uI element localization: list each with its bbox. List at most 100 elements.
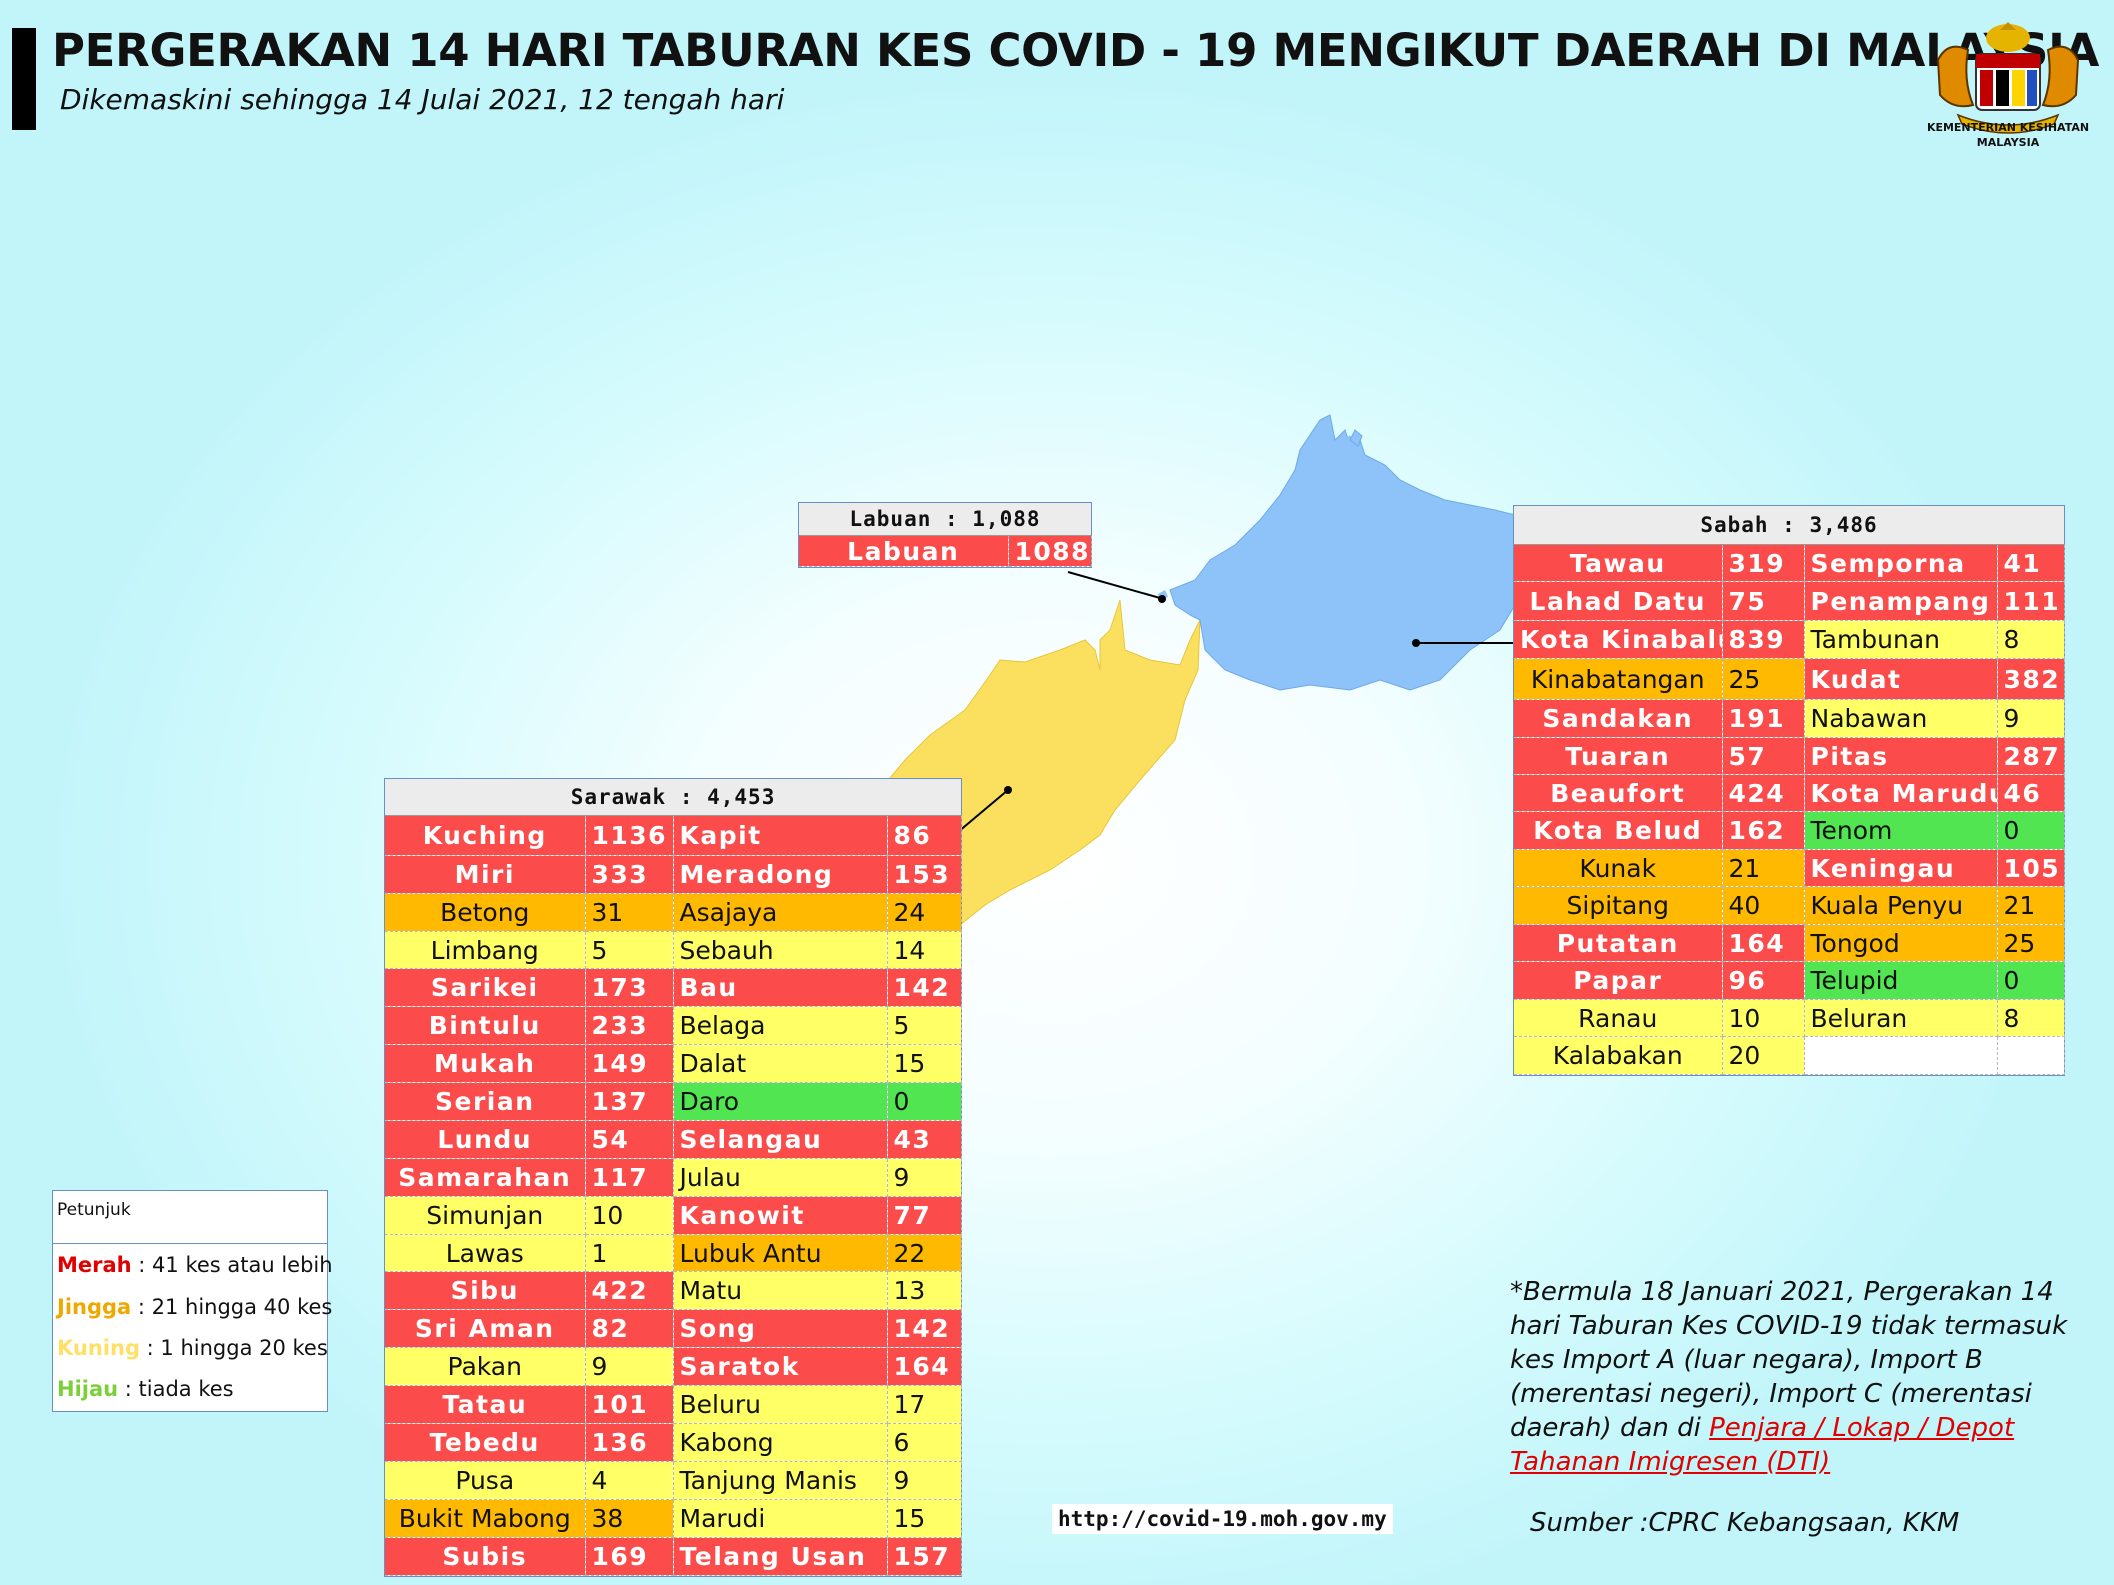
district-name: Labuan	[799, 535, 1009, 567]
table-row: Sarikei 173 Bau 142	[385, 968, 962, 1007]
table-row: Sipitang 40 Kuala Penyu 21	[1514, 886, 2065, 925]
district-name: Nabawan	[1804, 699, 1998, 738]
district-cases: 77	[887, 1196, 962, 1235]
district-name: Semporna	[1804, 544, 1998, 582]
district-cases: 21	[1722, 849, 1805, 887]
district-name: Sarikei	[385, 968, 586, 1007]
district-cases: 333	[585, 855, 674, 894]
district-name: Penampang	[1804, 581, 1998, 621]
legend-item-jingga: Jingga : 21 hingga 40 kes	[57, 1295, 333, 1319]
district-name: Putatan	[1514, 924, 1723, 962]
district-name: Tongod	[1804, 924, 1998, 962]
table-row: Beaufort 424 Kota Marudu 46	[1514, 774, 2065, 812]
district-cases: 17	[887, 1385, 962, 1424]
district-cases: 424	[1722, 774, 1805, 812]
district-cases: 169	[585, 1537, 674, 1576]
district-cases: 8	[1997, 999, 2065, 1037]
district-name: Pusa	[385, 1461, 586, 1500]
district-cases: 75	[1722, 581, 1805, 621]
district-cases: 25	[1997, 924, 2065, 962]
sabah-map-region	[1169, 414, 1519, 691]
district-cases: 142	[887, 1309, 962, 1348]
footnote-dti-link[interactable]: Penjara / Lokap / Depot Tahanan Imigrese…	[1510, 1413, 2015, 1477]
district-cases: 105	[1997, 849, 2065, 887]
district-name: Song	[673, 1309, 888, 1348]
table-row: Miri 333 Meradong 153	[385, 855, 962, 894]
district-name: Beaufort	[1514, 774, 1723, 812]
table-row: Tawau 319 Semporna 41	[1514, 544, 2065, 582]
district-name: Kabong	[673, 1423, 888, 1462]
district-name: Sibu	[385, 1271, 586, 1310]
district-name: Mukah	[385, 1044, 586, 1083]
title-accent-bar	[12, 28, 36, 130]
district-cases: 40	[1722, 886, 1805, 925]
district-cases: 0	[1997, 961, 2065, 1000]
table-row: Bintulu 233 Belaga 5	[385, 1006, 962, 1045]
district-name: Tanjung Manis	[673, 1461, 888, 1500]
district-cases: 43	[887, 1120, 962, 1159]
legend-item-hijau: Hijau : tiada kes	[57, 1377, 234, 1401]
district-cases: 0	[1997, 811, 2065, 850]
district-name: Meradong	[673, 855, 888, 894]
district-name: Serian	[385, 1082, 586, 1121]
district-name: Tuaran	[1514, 737, 1723, 775]
table-row: Ranau 10 Beluran 8	[1514, 999, 2065, 1037]
district-cases: 4	[585, 1461, 674, 1500]
district-name: Ranau	[1514, 999, 1723, 1037]
district-cases: 153	[887, 855, 962, 894]
district-name: Bukit Mabong	[385, 1499, 586, 1538]
district-cases: 15	[887, 1044, 962, 1083]
district-name: Kuala Penyu	[1804, 886, 1998, 925]
table-row: Putatan 164 Tongod 25	[1514, 924, 2065, 962]
table-row: Bukit Mabong 38 Marudi 15	[385, 1499, 962, 1538]
district-cases: 9	[585, 1347, 674, 1386]
district-name: Julau	[673, 1158, 888, 1197]
coat-of-arms-logo	[1936, 22, 2080, 134]
legend-box: Petunjuk Merah : 41 kes atau lebih Jingg…	[52, 1190, 333, 1412]
district-name: Miri	[385, 855, 586, 894]
sarawak-leader-line	[957, 789, 1009, 833]
district-cases: 191	[1722, 699, 1805, 738]
district-name: Kanowit	[673, 1196, 888, 1235]
district-cases: 287	[1997, 737, 2065, 775]
district-name: Asajaya	[673, 893, 888, 932]
table-row: Sibu 422 Matu 13	[385, 1271, 962, 1310]
district-cases: 10	[585, 1196, 674, 1235]
table-row: Kuching 1136 Kapit 86	[385, 815, 962, 856]
district-cases: 162	[1722, 811, 1805, 850]
district-name: Lundu	[385, 1120, 586, 1159]
district-name: Papar	[1514, 961, 1723, 1000]
district-name: Kunak	[1514, 849, 1723, 887]
district-cases: 142	[887, 968, 962, 1007]
district-name: Simunjan	[385, 1196, 586, 1235]
table-row: Tebedu 136 Kabong 6	[385, 1423, 962, 1462]
district-cases: 96	[1722, 961, 1805, 1000]
district-name: Lawas	[385, 1234, 586, 1272]
district-cases: 839	[1722, 620, 1805, 659]
district-name: Lahad Datu	[1514, 581, 1723, 621]
table-row: Sri Aman 82 Song 142	[385, 1309, 962, 1348]
district-name: Subis	[385, 1537, 586, 1576]
district-cases: 136	[585, 1423, 674, 1462]
district-cases: 22	[887, 1234, 962, 1272]
district-cases: 137	[585, 1082, 674, 1121]
district-name: Saratok	[673, 1347, 888, 1386]
district-cases: 46	[1997, 774, 2065, 812]
district-name: Pitas	[1804, 737, 1998, 775]
district-name: Dalat	[673, 1044, 888, 1083]
source-credit: Sumber :CPRC Kebangsaan, KKM	[1530, 1508, 1960, 1538]
district-cases: 25	[1722, 658, 1805, 700]
district-cases: 164	[887, 1347, 962, 1386]
district-name: Tebedu	[385, 1423, 586, 1462]
table-row: Labuan 1088	[799, 535, 1092, 567]
district-name: Marudi	[673, 1499, 888, 1538]
website-url[interactable]: http://covid-19.moh.gov.my	[1052, 1504, 1393, 1534]
sabah-table: Sabah : 3,486 Tawau 319 Semporna 41 Lahad Da…	[1513, 505, 2065, 1076]
district-name: Matu	[673, 1271, 888, 1310]
table-row: Lahad Datu 75 Penampang 111	[1514, 581, 2065, 621]
page-title: PERGERAKAN 14 HARI TABURAN KES COVID - 1…	[52, 24, 2100, 77]
table-row: Kunak 21 Keningau 105	[1514, 849, 2065, 887]
labuan-table-header: Labuan : 1,088	[799, 503, 1092, 536]
sabah-northern-tip	[1349, 429, 1363, 447]
table-row: Sandakan 191 Nabawan 9	[1514, 699, 2065, 738]
